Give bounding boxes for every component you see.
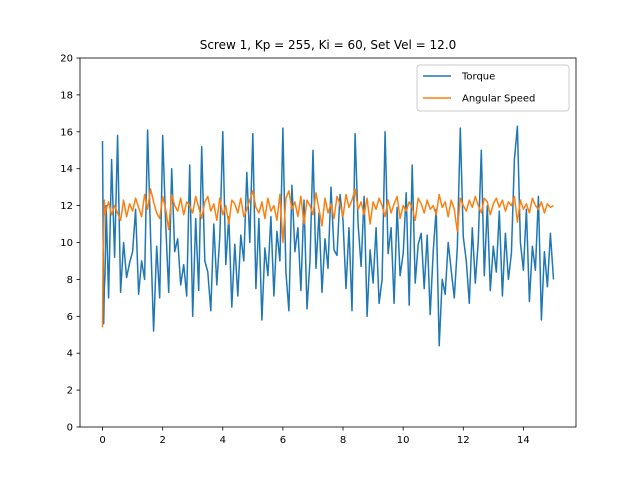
series-layer <box>101 125 555 347</box>
y-tick-label: 18 <box>60 90 73 101</box>
x-tick-label: 4 <box>220 435 226 446</box>
y-tick-label: 10 <box>60 238 73 249</box>
x-tick-label: 10 <box>397 435 410 446</box>
x-tick-label: 2 <box>159 435 165 446</box>
y-tick-label: 0 <box>67 423 73 434</box>
y-tick-label: 2 <box>67 386 73 397</box>
x-tick-label: 12 <box>457 435 470 446</box>
y-tick-label: 6 <box>67 312 73 323</box>
axes: 0 2 4 6 8 10 12 14 0 2 4 6 8 10 12 14 16 18 20 <box>60 54 577 446</box>
legend-box <box>416 64 570 112</box>
chart-title: Screw 1, Kp = 255, Ki = 60, Set Vel = 12… <box>200 38 457 52</box>
y-tick-label: 16 <box>60 127 73 138</box>
x-tick-label: 0 <box>99 435 105 446</box>
series-line-1 <box>101 188 554 328</box>
legend-label-0: Torque <box>461 72 495 83</box>
x-tick-label: 8 <box>340 435 346 446</box>
y-tick-label: 12 <box>60 201 73 212</box>
legend-label-1: Angular Speed <box>462 94 535 105</box>
legend: Torque Angular Speed <box>416 64 570 112</box>
series-line-0 <box>101 125 555 347</box>
x-tick-label: 14 <box>517 435 530 446</box>
y-tick-label: 8 <box>67 275 73 286</box>
x-tick-label: 6 <box>280 435 286 446</box>
y-tick-label: 14 <box>60 164 73 175</box>
y-tick-label: 20 <box>60 54 73 65</box>
y-tick-label: 4 <box>67 349 73 360</box>
